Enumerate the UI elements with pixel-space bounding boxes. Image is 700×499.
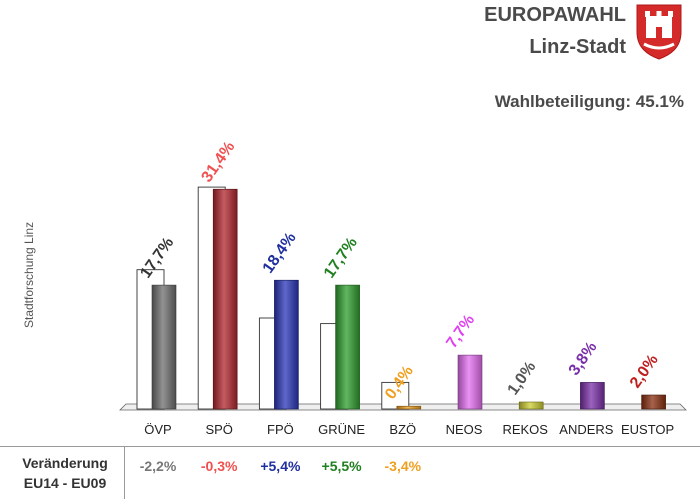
value-label-5: 7,7% xyxy=(443,312,478,352)
category-label-7: ANDERS xyxy=(559,422,614,437)
category-label-8: EUSTOP xyxy=(621,422,674,437)
turnout-text: Wahlbeteiligung: 45.1% xyxy=(494,92,684,111)
value-label-3: 17,7% xyxy=(321,234,361,281)
category-label-4: BZÖ xyxy=(389,422,416,437)
category-label-3: GRÜNE xyxy=(318,422,365,437)
change-row: Veränderung EU14 - EU09 -2,2% -0,3% +5,4% +… xyxy=(0,446,700,499)
bar-7 xyxy=(580,382,605,410)
change-row-label: Veränderung EU14 - EU09 xyxy=(22,455,108,491)
value-label-6: 1,0% xyxy=(505,359,540,399)
linz-crest-icon xyxy=(636,4,682,60)
change-value-1: -0,3% xyxy=(200,458,238,474)
category-label-5: NEOS xyxy=(446,422,483,437)
chart-subtitle: Linz-Stadt xyxy=(529,36,626,58)
bar-0 xyxy=(151,284,177,410)
category-label-0: ÖVP xyxy=(144,422,171,437)
value-label-2: 18,4% xyxy=(260,230,300,277)
bar-5 xyxy=(457,354,483,410)
bar-4 xyxy=(396,405,422,410)
bar-previous-4 xyxy=(381,381,410,410)
bar-2 xyxy=(274,279,299,410)
change-value-3: +5,5% xyxy=(321,458,362,474)
change-value-4: -3,4% xyxy=(384,458,422,474)
category-label-1: SPÖ xyxy=(205,422,232,437)
chart-title: EUROPAWAHL xyxy=(484,4,626,26)
bar-8 xyxy=(641,394,666,410)
bar-3 xyxy=(335,284,360,410)
value-label-1: 31,4% xyxy=(199,139,239,186)
change-value-2: +5,4% xyxy=(260,458,301,474)
value-label-7: 3,8% xyxy=(566,339,601,379)
change-value-0: -2,2% xyxy=(139,458,177,474)
category-label-2: FPÖ xyxy=(267,422,294,437)
bar-chart: 17,7%31,4%18,4% 17,7%0,4%7,7%1,0% 3,8% 2,0%… xyxy=(119,139,687,437)
category-label-6: REKOS xyxy=(502,422,548,437)
bar-1 xyxy=(212,188,238,410)
value-label-8: 2,0% xyxy=(627,352,662,392)
change-row-separator xyxy=(124,447,125,499)
bar-6 xyxy=(518,401,544,410)
